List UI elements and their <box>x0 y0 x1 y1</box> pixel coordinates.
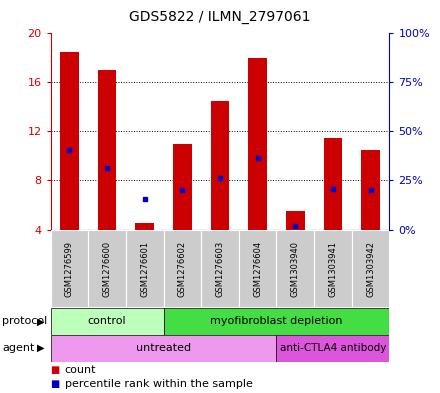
Text: GDS5822 / ILMN_2797061: GDS5822 / ILMN_2797061 <box>129 10 311 24</box>
Text: GSM1276601: GSM1276601 <box>140 241 149 297</box>
Text: GSM1276603: GSM1276603 <box>216 241 224 297</box>
Text: GSM1276602: GSM1276602 <box>178 241 187 297</box>
Text: GSM1276600: GSM1276600 <box>103 241 112 297</box>
Text: GSM1276604: GSM1276604 <box>253 241 262 297</box>
Bar <box>51 230 88 307</box>
Bar <box>60 52 79 230</box>
Bar <box>88 230 126 307</box>
Bar <box>276 335 389 362</box>
Text: ▶: ▶ <box>37 343 44 353</box>
Bar <box>201 230 239 307</box>
Bar <box>164 230 201 307</box>
Bar <box>239 230 276 307</box>
Text: percentile rank within the sample: percentile rank within the sample <box>65 378 253 389</box>
Text: ■: ■ <box>51 365 60 375</box>
Bar <box>164 308 389 335</box>
Bar <box>361 150 380 230</box>
Text: GSM1303940: GSM1303940 <box>291 241 300 297</box>
Text: GSM1276599: GSM1276599 <box>65 241 74 297</box>
Text: myofibroblast depletion: myofibroblast depletion <box>210 316 343 327</box>
Text: GSM1303941: GSM1303941 <box>328 241 337 297</box>
Text: agent: agent <box>2 343 35 353</box>
Bar <box>51 308 164 335</box>
Text: count: count <box>65 365 96 375</box>
Bar <box>51 335 276 362</box>
Text: ■: ■ <box>51 378 60 389</box>
Bar <box>173 144 192 230</box>
Bar <box>314 230 352 307</box>
Text: protocol: protocol <box>2 316 48 327</box>
Text: control: control <box>88 316 126 327</box>
Bar <box>352 230 389 307</box>
Bar <box>276 230 314 307</box>
Bar <box>211 101 229 230</box>
Text: ▶: ▶ <box>37 316 44 327</box>
Bar <box>98 70 117 230</box>
Bar <box>323 138 342 230</box>
Text: GSM1303942: GSM1303942 <box>366 241 375 297</box>
Bar <box>126 230 164 307</box>
Bar <box>248 58 267 230</box>
Bar <box>136 223 154 230</box>
Text: anti-CTLA4 antibody: anti-CTLA4 antibody <box>280 343 386 353</box>
Text: untreated: untreated <box>136 343 191 353</box>
Bar <box>286 211 305 230</box>
